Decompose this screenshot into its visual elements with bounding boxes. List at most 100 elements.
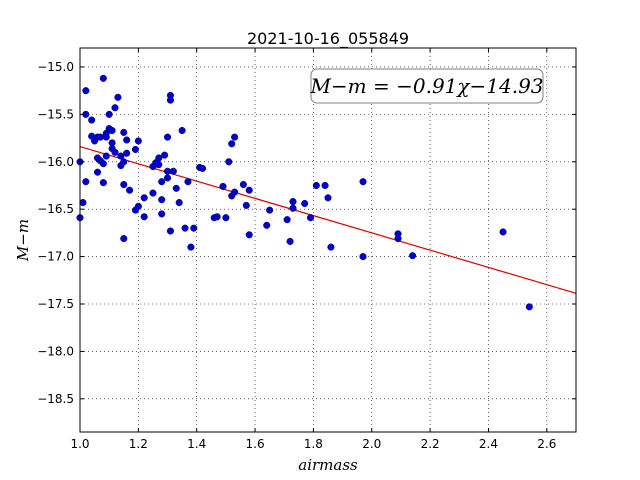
data-point <box>114 93 122 101</box>
data-point <box>126 186 134 194</box>
x-axis-label: airmass <box>298 456 358 474</box>
data-point <box>99 160 107 168</box>
data-point <box>134 137 142 145</box>
x-tick-label: 1.4 <box>187 437 206 451</box>
data-point <box>409 252 417 260</box>
y-tick-label: −18.0 <box>37 344 74 358</box>
y-tick-label: −17.0 <box>37 250 74 264</box>
data-point <box>131 145 139 154</box>
data-point <box>163 174 172 182</box>
data-point <box>198 164 207 172</box>
data-point <box>111 104 119 112</box>
data-point <box>187 243 195 251</box>
data-point <box>99 179 107 187</box>
data-point <box>123 136 131 144</box>
data-point <box>327 243 335 251</box>
data-point <box>123 149 131 157</box>
data-point <box>82 178 90 186</box>
data-point <box>286 237 294 245</box>
data-point <box>245 186 253 194</box>
y-tick-label: −16.5 <box>37 202 74 216</box>
data-point <box>359 253 367 261</box>
data-point <box>158 210 166 218</box>
data-point <box>231 188 239 196</box>
y-tick-label: −17.5 <box>37 297 74 311</box>
data-point <box>178 126 186 135</box>
data-point <box>163 133 172 141</box>
x-tick-label: 1.8 <box>304 437 323 451</box>
annotation-box <box>310 68 544 104</box>
data-point <box>289 198 297 206</box>
data-point <box>306 214 315 222</box>
x-tick-label: 1.2 <box>129 437 148 451</box>
data-point <box>155 154 163 162</box>
x-tick-label: 2.0 <box>362 437 381 451</box>
data-point <box>149 189 157 197</box>
data-point <box>117 152 125 160</box>
data-point <box>289 204 297 212</box>
data-point <box>120 158 128 166</box>
chart-title: 2021-10-16_055849 <box>247 29 409 49</box>
data-point <box>140 194 148 202</box>
data-point <box>88 116 96 124</box>
y-tick-label: −15.5 <box>37 107 74 121</box>
data-point <box>99 74 107 82</box>
data-point <box>82 87 90 95</box>
data-point <box>111 148 119 156</box>
data-point <box>140 213 148 221</box>
data-point <box>161 151 169 159</box>
data-point <box>190 224 198 232</box>
data-point <box>155 161 163 169</box>
data-point <box>228 140 236 148</box>
data-point <box>245 231 253 239</box>
axis-ticks: 1.0 1.2 1.4 1.6 1.8 2.0 2.2 2.4 2.6 −15.0 −15.5 −16… <box>37 48 576 451</box>
grid-lines <box>79 48 576 432</box>
data-point <box>166 96 174 104</box>
data-points <box>76 74 533 311</box>
data-point <box>120 180 128 189</box>
data-point <box>266 206 274 214</box>
data-point <box>213 213 221 221</box>
data-point <box>172 184 180 192</box>
data-point <box>359 178 367 186</box>
data-point <box>102 152 110 160</box>
y-tick-label: −15.0 <box>37 60 74 74</box>
data-point <box>225 158 233 166</box>
plot-frame <box>79 47 577 433</box>
data-point <box>239 180 247 189</box>
data-point <box>120 128 128 136</box>
data-point <box>102 133 110 141</box>
data-point <box>312 181 320 190</box>
fit-annotation: M−m = −0.91χ−14.93 <box>309 68 544 104</box>
data-point <box>120 235 128 243</box>
y-tick-label: −16.0 <box>37 155 74 169</box>
x-tick-label: 2.2 <box>421 437 440 451</box>
data-point <box>134 202 142 210</box>
data-point <box>79 198 87 207</box>
y-tick-label: −18.5 <box>37 392 74 406</box>
data-point <box>324 194 332 202</box>
data-point <box>181 224 189 232</box>
x-tick-label: 1.6 <box>246 437 265 451</box>
x-tick-label: 2.6 <box>537 437 556 451</box>
data-point <box>263 221 271 229</box>
data-point <box>242 201 250 209</box>
data-point <box>184 178 192 186</box>
data-point <box>108 126 116 135</box>
data-point <box>222 214 230 222</box>
data-point <box>394 235 402 243</box>
data-point <box>499 228 507 236</box>
data-point <box>158 196 166 204</box>
fit-line <box>79 146 577 294</box>
data-point <box>283 216 291 224</box>
data-point <box>169 167 177 175</box>
x-tick-label: 2.4 <box>479 437 498 451</box>
x-tick-label: 1.0 <box>70 437 89 451</box>
y-axis-label: M−m <box>14 219 32 262</box>
data-point <box>321 181 329 190</box>
data-point <box>219 182 227 190</box>
data-point <box>108 139 116 147</box>
data-point <box>158 178 166 186</box>
data-point <box>301 199 309 208</box>
data-point <box>231 133 239 141</box>
